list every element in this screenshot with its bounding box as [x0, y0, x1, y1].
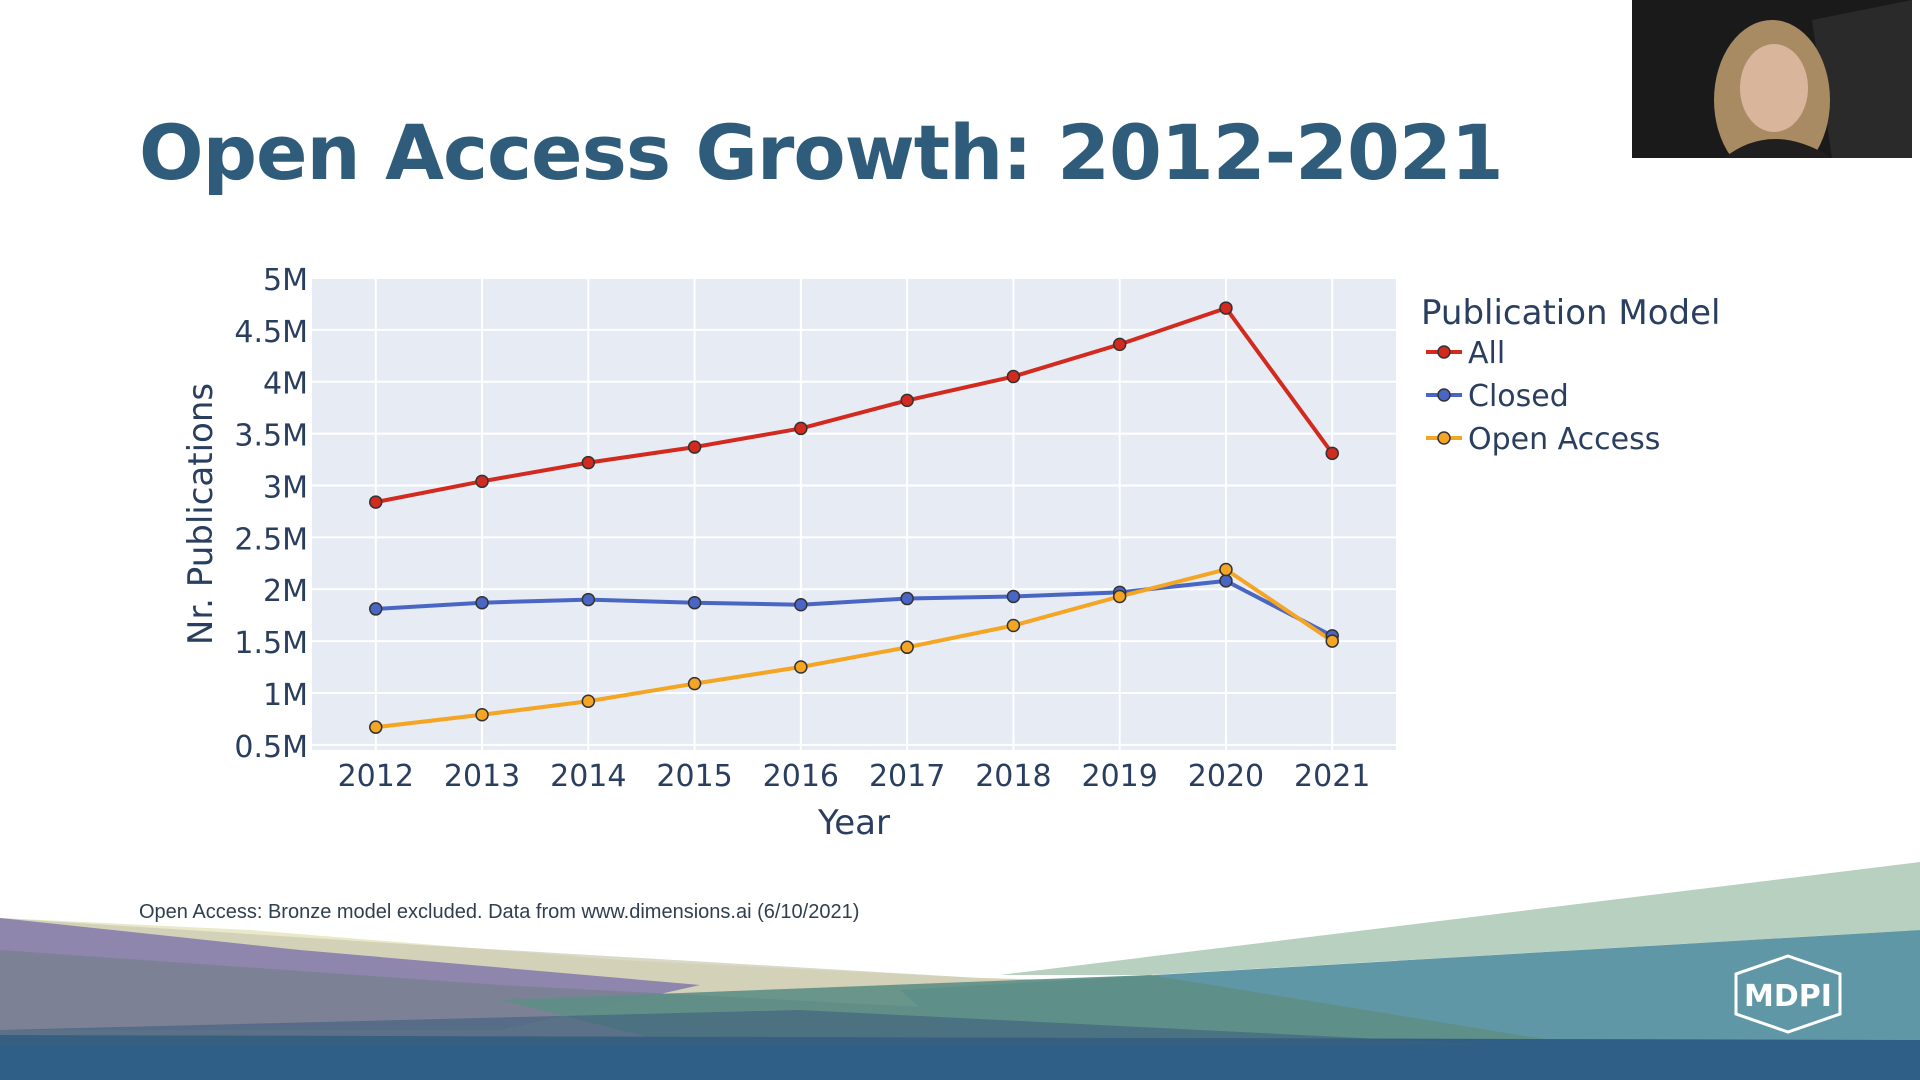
x-tick-label: 2013	[444, 759, 520, 794]
series-line-all	[373, 306, 1335, 505]
webcam-feed	[1632, 0, 1912, 158]
x-tick-label: 2020	[1188, 759, 1264, 794]
mdpi-logo-text: MDPI	[1744, 979, 1832, 1014]
data-point-all	[581, 455, 596, 470]
legend-title: Publication Model	[1421, 293, 1720, 333]
data-point-open-access	[1325, 634, 1339, 648]
data-point-all	[1112, 337, 1127, 352]
x-tick-label: 2014	[550, 759, 626, 794]
data-point-closed	[475, 595, 489, 610]
data-point-all	[475, 474, 489, 489]
x-tick-label: 2015	[656, 759, 732, 794]
data-point-closed	[1006, 589, 1021, 604]
footnote: Open Access: Bronze model excluded. Data…	[139, 901, 860, 923]
data-point-open-access	[1112, 589, 1127, 604]
mdpi-logo-icon: MDPI	[1734, 954, 1842, 1034]
x-tick-label: 2021	[1294, 759, 1370, 794]
legend: Publication Model All Closed Open Access	[1421, 293, 1720, 457]
data-point-all	[687, 440, 702, 454]
data-point-all	[794, 421, 808, 436]
data-point-closed	[581, 592, 596, 607]
series-lines	[373, 306, 1335, 730]
y-tick-label: 4.5M	[234, 315, 308, 350]
x-tick-label: 2018	[975, 759, 1051, 794]
data-point-open-access	[369, 720, 383, 734]
data-point-open-access	[1006, 618, 1021, 633]
data-point-closed	[369, 602, 383, 616]
legend-label-open-access: Open Access	[1468, 422, 1660, 457]
legend-items: All Closed Open Access	[1426, 336, 1660, 457]
data-point-all	[1325, 446, 1339, 461]
series-markers	[369, 301, 1339, 734]
legend-swatch-marker-closed	[1437, 388, 1451, 402]
data-point-open-access	[900, 640, 914, 655]
series-line-closed	[373, 578, 1335, 638]
data-point-open-access	[1219, 562, 1233, 577]
data-point-open-access	[475, 707, 489, 722]
slide-title: Open Access Growth: 2012-2021	[139, 108, 1504, 197]
y-tick-label: 3M	[263, 470, 308, 505]
data-point-closed	[687, 595, 702, 610]
data-point-closed	[900, 591, 914, 606]
y-tick-label: 2M	[263, 574, 308, 609]
legend-label-all: All	[1468, 336, 1505, 371]
y-tick-label: 4M	[263, 367, 308, 402]
data-point-closed	[794, 598, 808, 612]
x-axis-ticks: 2012 2013 2014 2015 2016 2017 2018 2019 2020 2021	[338, 759, 1371, 794]
plot-area	[312, 278, 1396, 750]
y-tick-label: 5M	[263, 263, 308, 298]
data-point-all	[1219, 301, 1233, 315]
data-point-all	[1006, 369, 1021, 384]
legend-swatch-marker-open-access	[1437, 431, 1451, 445]
y-tick-label: 1.5M	[234, 626, 308, 661]
x-tick-label: 2012	[338, 759, 414, 794]
data-point-all	[900, 393, 914, 408]
legend-label-closed: Closed	[1468, 379, 1569, 414]
y-axis-ticks: 0.5M 1M 1.5M 2M 2.5M 3M 3.5M 4M 4.5M 5M	[234, 263, 308, 765]
y-tick-label: 0.5M	[234, 730, 308, 765]
data-point-all	[369, 495, 383, 509]
x-axis-title: Year	[817, 803, 890, 843]
x-tick-label: 2017	[869, 759, 945, 794]
data-point-open-access	[794, 660, 808, 674]
y-tick-label: 2.5M	[234, 522, 308, 557]
y-axis-title: Nr. Publications	[181, 383, 221, 645]
x-tick-label: 2019	[1082, 759, 1158, 794]
data-point-open-access	[687, 676, 702, 691]
x-tick-label: 2016	[763, 759, 839, 794]
y-tick-label: 3.5M	[234, 419, 308, 454]
data-point-open-access	[581, 694, 596, 708]
presenter-video-icon	[1632, 0, 1912, 158]
grid-lines	[312, 277, 1396, 750]
series-line-open-access	[373, 567, 1335, 730]
y-tick-label: 1M	[263, 678, 308, 713]
legend-swatch-marker-all	[1437, 345, 1451, 359]
